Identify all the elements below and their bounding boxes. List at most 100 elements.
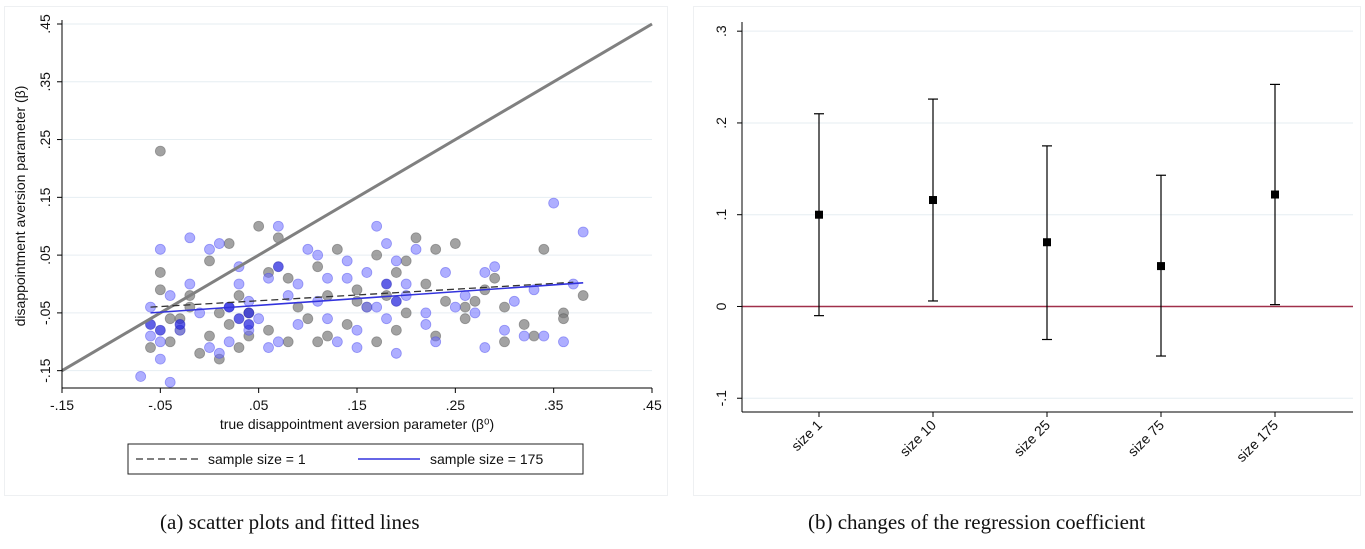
scatter-point bbox=[351, 324, 363, 336]
scatter-point bbox=[233, 290, 245, 301]
scatter-point bbox=[400, 307, 412, 319]
scatter-point bbox=[577, 226, 589, 238]
scatter-point bbox=[371, 249, 383, 261]
scatter-point bbox=[351, 342, 363, 353]
scatter-point bbox=[469, 295, 481, 307]
scatter-point bbox=[282, 290, 294, 301]
scatter-point bbox=[489, 272, 501, 284]
point-estimate bbox=[1043, 238, 1051, 247]
scatter-point bbox=[390, 255, 402, 267]
scatter-point bbox=[263, 272, 274, 284]
scatter-point bbox=[322, 272, 333, 284]
scatter-point bbox=[381, 278, 392, 290]
fitted-line-size-175 bbox=[150, 282, 584, 314]
scatter-point bbox=[371, 336, 383, 348]
y-tick-label: .45 bbox=[37, 14, 53, 34]
scatter-point bbox=[253, 220, 265, 232]
y-tick-label: .1 bbox=[713, 209, 729, 221]
scatter-point bbox=[548, 197, 560, 209]
y-tick-label: .25 bbox=[37, 130, 53, 150]
scatter-point bbox=[430, 243, 442, 255]
scatter-point bbox=[154, 353, 166, 365]
scatter-point bbox=[322, 330, 333, 342]
scatter-point bbox=[341, 319, 353, 330]
fitted-line-size-1 bbox=[150, 281, 574, 308]
y-axis-label: disappointment aversion parameter (β) bbox=[12, 86, 28, 327]
scatter-point bbox=[243, 319, 255, 330]
y-tick-label: .2 bbox=[713, 117, 729, 129]
caption-b: (b) changes of the regression coefficien… bbox=[808, 510, 1146, 534]
scatter-point bbox=[302, 313, 314, 325]
scatter-point bbox=[233, 342, 245, 353]
scatter-point bbox=[154, 145, 166, 157]
scatter-point bbox=[233, 278, 245, 290]
scatter-point bbox=[154, 267, 166, 278]
scatter-point bbox=[577, 290, 589, 301]
y-tick-label: -.05 bbox=[37, 301, 53, 325]
scatter-point bbox=[204, 330, 215, 342]
scatter-chart: -.15 -.05 .05 .15 .25 .35 .45 -.15 -.05 .05 .15 .25… bbox=[12, 14, 662, 475]
scatter-point bbox=[420, 319, 432, 330]
scatter-point bbox=[292, 278, 304, 290]
scatter-point bbox=[390, 324, 402, 336]
scatter-point bbox=[449, 301, 461, 313]
scatter-point bbox=[312, 336, 324, 348]
scatter-point bbox=[135, 371, 147, 382]
x-tick-label: .45 bbox=[642, 397, 662, 413]
scatter-point bbox=[341, 272, 353, 284]
scatter-point bbox=[361, 267, 373, 278]
scatter-point bbox=[410, 232, 422, 244]
y-tick-label: -.15 bbox=[37, 358, 53, 382]
scatter-point bbox=[499, 301, 510, 313]
scatter-point bbox=[154, 336, 166, 348]
scatter-point bbox=[164, 376, 176, 388]
scatter-point bbox=[420, 278, 432, 290]
scatter-point bbox=[145, 330, 156, 342]
scatter-point bbox=[518, 330, 530, 342]
panel-coefficient: -.1 0.1.2.3 size 1 size 10 size 25 size 75 siz… bbox=[693, 0, 1365, 500]
scatter-point bbox=[449, 238, 461, 249]
scatter-point bbox=[253, 313, 265, 325]
scatter-point bbox=[282, 272, 294, 284]
scatter-point bbox=[322, 313, 333, 325]
scatter-point bbox=[154, 284, 166, 296]
scatter-point bbox=[381, 313, 392, 325]
scatter-point bbox=[223, 336, 235, 348]
scatter-point bbox=[558, 336, 569, 348]
point-estimate bbox=[1271, 190, 1279, 199]
scatter-point bbox=[272, 261, 284, 273]
scatter-point bbox=[499, 336, 510, 348]
point-estimate bbox=[929, 196, 937, 205]
x-tick-label: .35 bbox=[544, 397, 564, 413]
x-tick-label: -.15 bbox=[50, 397, 74, 413]
scatter-point bbox=[223, 319, 235, 330]
y-tick-label: -.1 bbox=[713, 390, 729, 407]
scatter-point bbox=[381, 238, 392, 249]
scatter-point bbox=[558, 313, 569, 325]
scatter-point bbox=[213, 238, 225, 249]
legend-label: sample size = 175 bbox=[430, 451, 543, 467]
scatter-point bbox=[292, 319, 304, 330]
scatter-point bbox=[390, 267, 402, 278]
scatter-point bbox=[272, 336, 284, 348]
scatter-point bbox=[440, 295, 451, 307]
panel-frame bbox=[693, 6, 1361, 496]
scatter-point bbox=[233, 313, 245, 325]
scatter-point bbox=[430, 336, 442, 348]
scatter-point bbox=[538, 330, 550, 342]
scatter-point bbox=[312, 261, 324, 273]
x-tick-label: .05 bbox=[249, 397, 269, 413]
caption-a: (a) scatter plots and fitted lines bbox=[160, 510, 420, 534]
scatter-point bbox=[312, 249, 324, 261]
scatter-point bbox=[371, 301, 383, 313]
scatter-point bbox=[341, 255, 353, 267]
scatter-point bbox=[164, 290, 176, 301]
scatter-point bbox=[154, 324, 166, 336]
point-estimate bbox=[815, 210, 823, 219]
scatter-point bbox=[204, 342, 215, 353]
x-tick-label: -.05 bbox=[148, 397, 172, 413]
x-axis-label: true disappointment aversion parameter (… bbox=[220, 416, 494, 432]
legend-label: sample size = 1 bbox=[208, 451, 306, 467]
scatter-point bbox=[154, 243, 166, 255]
